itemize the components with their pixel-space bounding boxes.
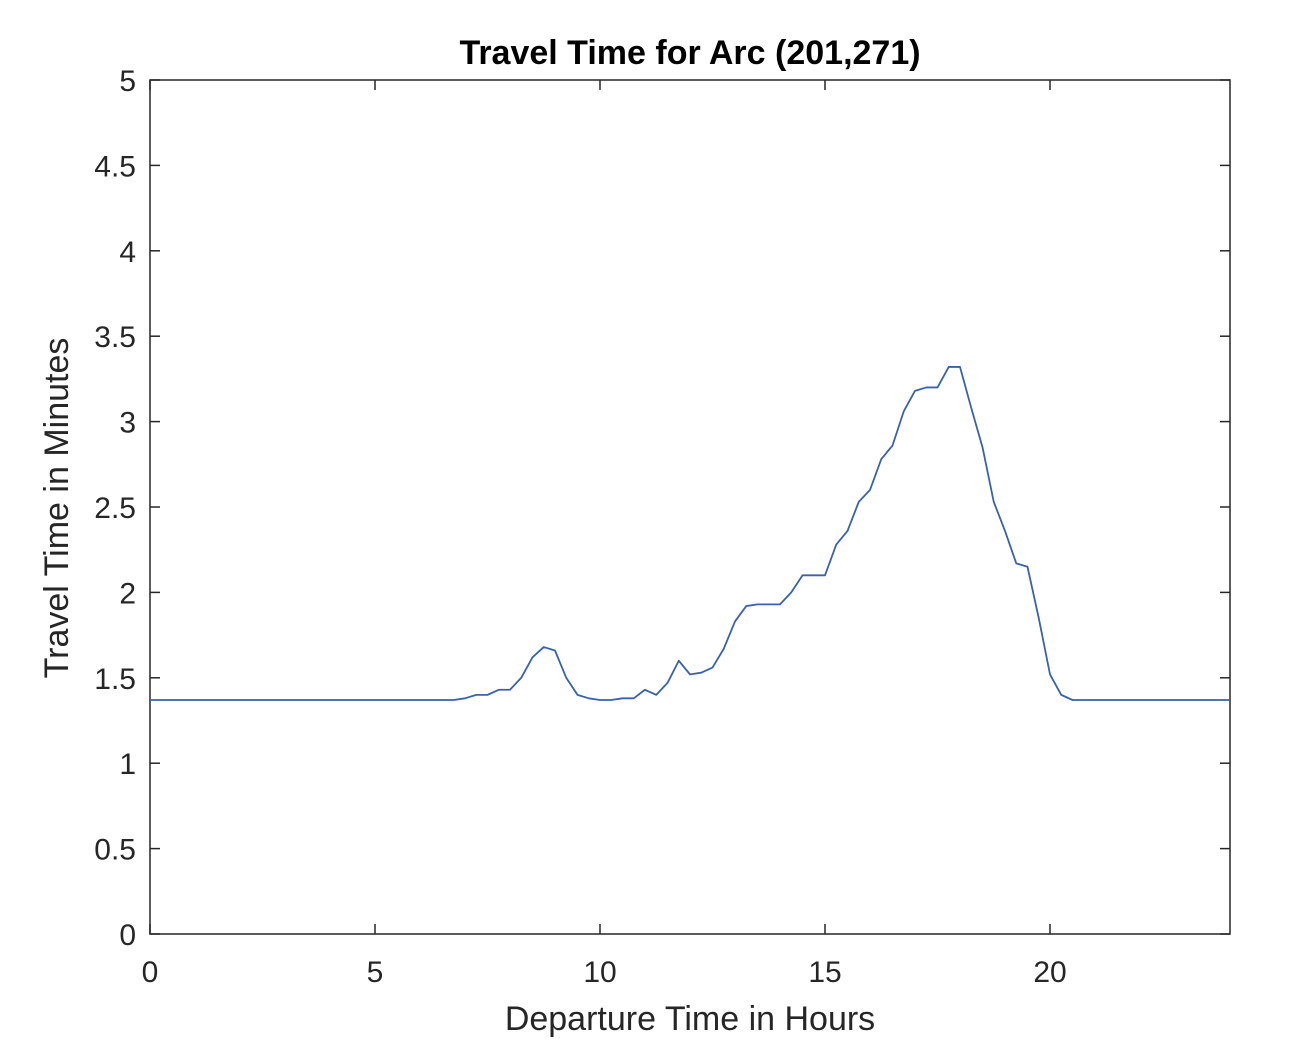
y-tick-label: 0.5: [94, 834, 136, 867]
y-tick-label: 5: [119, 65, 136, 98]
x-axis: 0 5 10 15 20: [142, 80, 1067, 989]
plot-area: [149, 79, 1231, 935]
y-tick-label: 4.5: [94, 150, 136, 183]
y-tick-label: 2.5: [94, 492, 136, 525]
x-tick-label: 5: [367, 956, 384, 989]
chart-title: Travel Time for Arc (201,271): [459, 34, 920, 72]
y-tick-label: 0: [119, 919, 136, 952]
y-tick-label: 1: [119, 748, 136, 781]
x-tick-label: 15: [808, 956, 841, 989]
x-tick-label: 0: [142, 956, 159, 989]
series-line: [150, 366, 1230, 701]
y-tick-label: 1.5: [94, 663, 136, 696]
x-axis-label: Departure Time in Hours: [505, 1000, 875, 1038]
y-tick-label: 4: [119, 236, 136, 269]
y-tick-label: 3.5: [94, 321, 136, 354]
x-tick-label: 20: [1033, 956, 1066, 989]
x-tick-label: 10: [583, 956, 616, 989]
y-tick-label: 2: [119, 577, 136, 610]
y-tick-label: 3: [119, 407, 136, 440]
y-axis: 0 0.5 1 1.5 2 2.5 3 3.5 4 4.5 5: [94, 65, 1230, 952]
y-axis-label: Travel Time in Minutes: [38, 338, 76, 679]
